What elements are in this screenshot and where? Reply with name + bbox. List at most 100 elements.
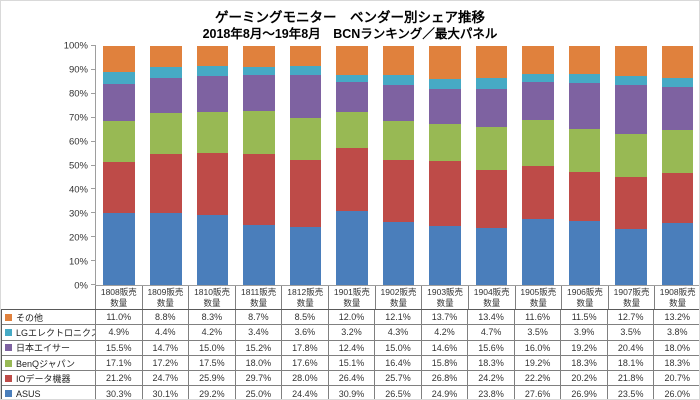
table-value-cell: 30.9% [327, 386, 375, 399]
table-value-cell: 26.8% [420, 371, 468, 386]
y-axis-tick [91, 284, 96, 285]
bar-segment [615, 228, 647, 285]
bar-stack [336, 46, 368, 285]
bar-segment [103, 46, 136, 73]
legend-item: IOデータ機器 [2, 371, 95, 385]
table-value-cell: 18.3% [653, 355, 699, 371]
y-axis-label: 80% [68, 88, 88, 100]
category-header-cell: 1908販売数量 [654, 286, 699, 309]
category-header-cell: 1812販売数量 [281, 286, 328, 309]
bar-column [468, 46, 515, 285]
table-value-cell: 3.2% [327, 325, 375, 340]
legend-label: その他 [16, 312, 44, 323]
table-value-cell: 12.4% [327, 340, 375, 355]
table-value-cell: 21.8% [606, 371, 654, 386]
bar-column [143, 46, 190, 285]
y-axis-label: 90% [68, 64, 88, 76]
bar-segment [429, 225, 461, 285]
bar-segment [336, 46, 368, 75]
bar-segment [103, 161, 136, 213]
bar-segment [568, 46, 601, 74]
y-axis-label: 40% [68, 184, 88, 196]
y-axis: 0% 10% 20% 30% 40% 50% 60% 70% 80% 90% 100% [1, 41, 95, 292]
bar-segment [289, 159, 322, 227]
bar-segment [336, 74, 368, 83]
table-value-cell: 15.2% [234, 340, 282, 355]
table-value-cell: 25.9% [188, 371, 235, 386]
table-value-cell: 26.4% [327, 371, 375, 386]
bar-segment [522, 219, 554, 285]
bar-segment [196, 153, 229, 216]
bar-segment [243, 225, 275, 285]
table-value-cell: 23.5% [606, 386, 654, 399]
table-value-cell: 18.0% [234, 355, 282, 371]
table-value-cell: 26.5% [374, 386, 421, 399]
bar-segment [429, 46, 461, 79]
table-value-cell: 4.9% [95, 325, 142, 340]
table-value-cell: 15.8% [420, 355, 468, 371]
y-axis-tick [91, 68, 96, 70]
bar-stack [615, 46, 647, 285]
table-value-cell: 24.4% [281, 386, 328, 399]
bar-stack [522, 46, 554, 285]
bar-segment [522, 46, 554, 74]
bar-segment [336, 82, 368, 112]
table-value-cell: 18.1% [606, 355, 654, 371]
category-header-cell: 1901販売数量 [328, 286, 375, 309]
bar-segment [196, 65, 229, 76]
bar-stack [661, 46, 694, 285]
table-value-cell: 8.7% [234, 310, 282, 325]
bar-segment [289, 117, 322, 160]
bar-segment [615, 133, 647, 177]
table-value-cell: 4.4% [141, 325, 189, 340]
table-value-cell: 12.7% [606, 310, 654, 325]
category-header-cell: 1905販売数量 [514, 286, 562, 309]
legend-swatch [5, 328, 12, 336]
table-value-cell: 17.6% [281, 355, 328, 371]
bar-segment [475, 126, 508, 171]
bar-segment [149, 112, 182, 154]
bar-column [282, 46, 329, 285]
bar-segment [522, 166, 554, 220]
table-value-cell: 3.5% [513, 325, 561, 340]
y-axis-tick [91, 188, 96, 190]
bar-segment [289, 66, 322, 75]
bar-stack [475, 46, 508, 285]
table-value-cell: 20.7% [653, 371, 699, 386]
table-value-cell: 19.2% [513, 355, 561, 371]
bar-column [654, 46, 699, 285]
table-value-cell: 8.8% [141, 310, 189, 325]
bar-segment [661, 129, 694, 174]
legend-swatch [5, 359, 12, 367]
table-value-cell: 30.1% [141, 386, 189, 399]
bar-segment [149, 46, 182, 68]
bar-column [561, 46, 608, 285]
table-value-cell: 13.4% [467, 310, 514, 325]
table-value-cell: 25.7% [374, 371, 421, 386]
table-value-cell: 14.6% [420, 340, 468, 355]
table-value-cell: 26.0% [653, 386, 699, 399]
legend-item: ASUS [2, 386, 95, 399]
y-axis-label: 100% [63, 40, 88, 52]
table-value-cell: 3.4% [234, 325, 282, 340]
table-value-cell: 11.5% [560, 310, 607, 325]
legend-item: その他 [2, 310, 95, 324]
bar-segment [568, 128, 601, 173]
bar-segment [661, 222, 694, 285]
chart-title: ゲーミングモニター ベンダー別シェア推移 [215, 10, 485, 25]
bar-column [422, 46, 469, 285]
bar-segment [243, 66, 275, 75]
table-value-cell: 23.8% [467, 386, 514, 399]
y-axis-label: 60% [68, 136, 88, 148]
table-value-cell: 15.0% [374, 340, 421, 355]
bar-segment [336, 211, 368, 285]
bar-segment [196, 111, 229, 154]
bar-segment [243, 111, 275, 155]
bar-segment [103, 84, 136, 122]
table-value-cell: 26.9% [560, 386, 607, 399]
table-value-cell: 4.3% [374, 325, 421, 340]
table-value-cell: 16.0% [513, 340, 561, 355]
bar-stack [243, 46, 275, 285]
plot-area-wrapper: 0% 10% 20% 30% 40% 50% 60% 70% 80% 90% 100% [1, 41, 699, 292]
bar-segment [429, 88, 461, 124]
